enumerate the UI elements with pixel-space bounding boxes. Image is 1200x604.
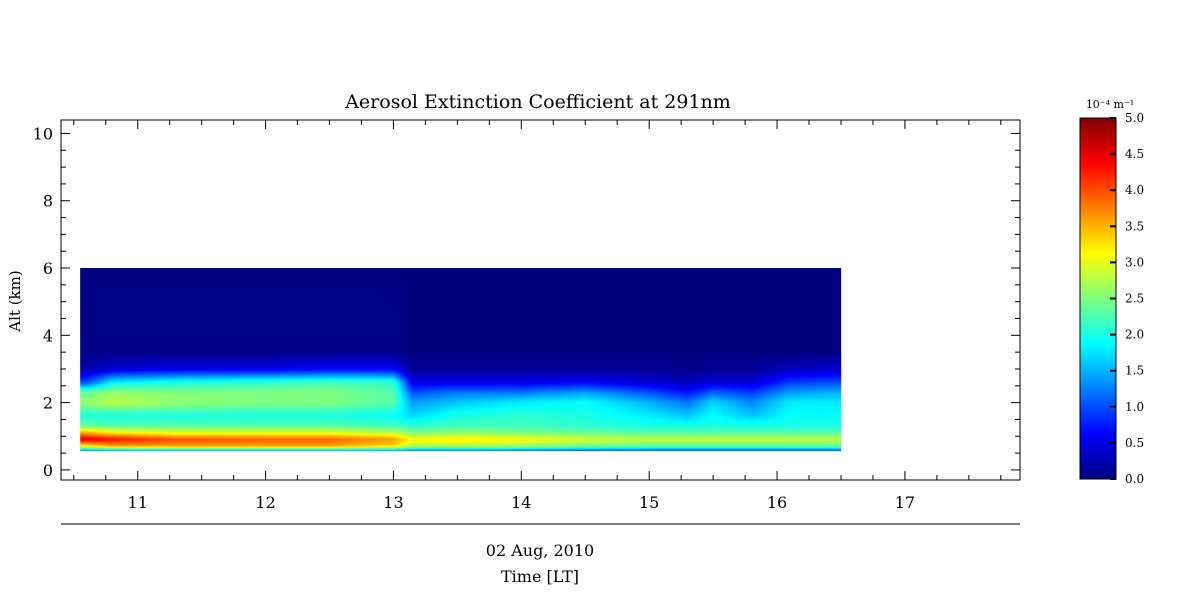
colorbar-tick-label-4.0: 4.0 bbox=[1125, 183, 1144, 197]
x-tick-label-14: 14 bbox=[511, 493, 531, 512]
colorbar-tick-label-3.5: 3.5 bbox=[1125, 219, 1144, 233]
colorbar-tick-label-4.5: 4.5 bbox=[1125, 147, 1144, 161]
colorbar-tick-label-0.5: 0.5 bbox=[1125, 436, 1144, 450]
colorbar-tick-label-0.0: 0.0 bbox=[1125, 472, 1144, 486]
y-tick-label-6: 6 bbox=[43, 259, 53, 278]
heatmap-layer bbox=[80, 268, 842, 452]
colorbar-tick-label-5.0: 5.0 bbox=[1125, 111, 1144, 125]
y-tick-label-10: 10 bbox=[33, 124, 53, 143]
y-tick-label-0: 0 bbox=[43, 461, 53, 480]
chart-title: Aerosol Extinction Coefficient at 291nm bbox=[344, 91, 731, 113]
y-axis-label: Alt (km) bbox=[6, 270, 24, 332]
colorbar-tick-label-1.0: 1.0 bbox=[1125, 400, 1144, 414]
x-tick-label-11: 11 bbox=[128, 493, 148, 512]
colorbar-layer: 0.0 0.5 1.0 1.5 2.0 2.5 3.0 3.5 4.0 4.5 5.0 bbox=[1079, 111, 1144, 486]
y-tick-label-2: 2 bbox=[43, 394, 53, 413]
x-tick-label-17: 17 bbox=[895, 493, 915, 512]
plot-frame bbox=[60, 119, 1021, 481]
colorbar-tick-label-3.0: 3.0 bbox=[1125, 255, 1144, 269]
x-axis-label: Time [LT] bbox=[501, 567, 579, 586]
x-tick-label-13: 13 bbox=[383, 493, 403, 512]
colorbar-tick-label-2.5: 2.5 bbox=[1125, 292, 1144, 306]
colorbar-tick-label-2.0: 2.0 bbox=[1125, 328, 1144, 342]
axes-layer: 0 2 4 6 8 10 11 12 13 14 15 16 17 bbox=[33, 119, 1021, 525]
x-tick-label-16: 16 bbox=[767, 493, 787, 512]
y-tick-label-4: 4 bbox=[43, 326, 53, 345]
y-tick-label-8: 8 bbox=[43, 192, 53, 211]
x-tick-label-15: 15 bbox=[639, 493, 659, 512]
x-tick-label-12: 12 bbox=[255, 493, 275, 512]
colorbar-tick-label-1.5: 1.5 bbox=[1125, 364, 1144, 378]
colorbar-unit-label: 10⁻⁴ m⁻¹ bbox=[1086, 98, 1134, 111]
heatmap-image bbox=[80, 268, 842, 452]
date-label: 02 Aug, 2010 bbox=[486, 541, 594, 560]
